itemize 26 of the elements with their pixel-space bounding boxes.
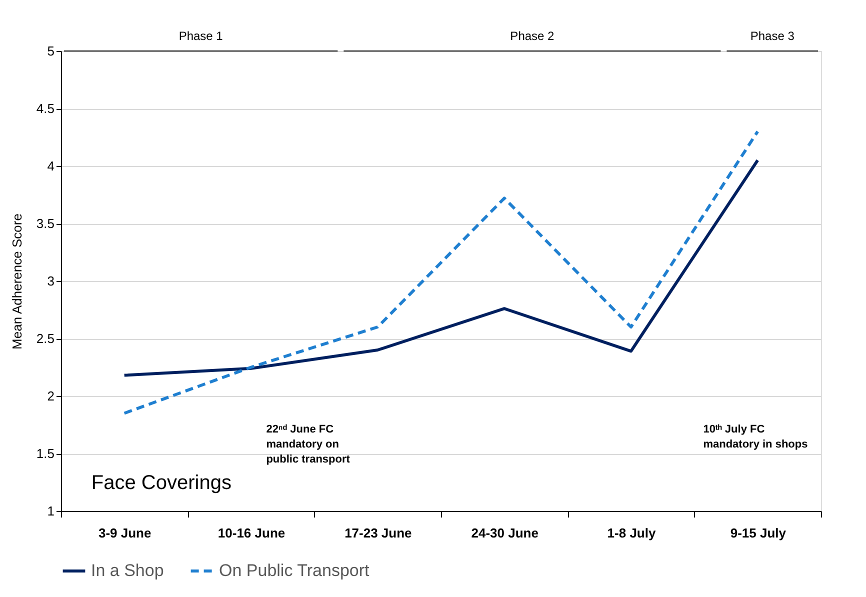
line-series (122, 130, 760, 415)
text: Phase 3 (750, 29, 795, 43)
x-tick-label: 9-15 July (730, 526, 787, 540)
annotation: 22ⁿᵈ June FC mandatory on public transport (266, 424, 350, 466)
legend-label: In a Shop (91, 561, 164, 580)
y-tick-label: 4 (47, 158, 54, 174)
text: Face Coverings (91, 472, 232, 494)
y-axis-title: Mean Adherence Score (9, 214, 24, 350)
line-series (122, 158, 760, 377)
y-tick-label: 3 (47, 274, 54, 288)
y-tick-label: 2.5 (36, 331, 54, 346)
x-tick-label: 1-8 July (607, 526, 656, 540)
x-tick-label: 10-16 June (218, 526, 286, 540)
x-tick-label: 17-23 June (344, 526, 412, 540)
y-tick-label: 1 (47, 504, 54, 518)
legend-label: On Public Transport (219, 561, 370, 580)
text: Phase 1 (178, 29, 224, 43)
annotation: 10ᵗʰ July FC mandatory in shops (703, 424, 808, 451)
y-tick-label: 2 (47, 388, 54, 404)
y-tick-label: 4.5 (36, 101, 54, 116)
x-tick-label: 24-30 June (471, 526, 538, 540)
x-tick-label: 3-9 June (98, 526, 152, 540)
text: Phase 2 (510, 29, 555, 43)
y-tick-label: 3.5 (36, 216, 54, 231)
y-tick-label: 5 (47, 44, 54, 58)
y-tick-label: 1.5 (36, 446, 54, 461)
